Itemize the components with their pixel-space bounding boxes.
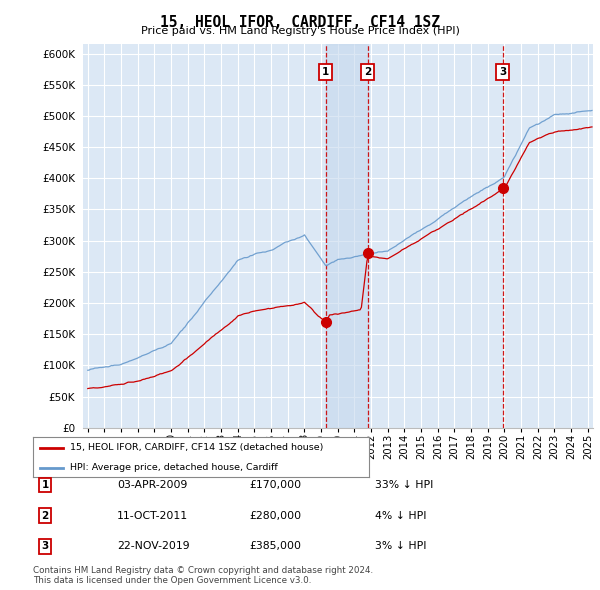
Text: Contains HM Land Registry data © Crown copyright and database right 2024.
This d: Contains HM Land Registry data © Crown c…: [33, 566, 373, 585]
Text: 33% ↓ HPI: 33% ↓ HPI: [375, 480, 433, 490]
Text: 11-OCT-2011: 11-OCT-2011: [117, 511, 188, 520]
Text: 1: 1: [41, 480, 49, 490]
Text: 15, HEOL IFOR, CARDIFF, CF14 1SZ (detached house): 15, HEOL IFOR, CARDIFF, CF14 1SZ (detach…: [70, 443, 323, 453]
Text: 3% ↓ HPI: 3% ↓ HPI: [375, 542, 427, 551]
Text: 15, HEOL IFOR, CARDIFF, CF14 1SZ: 15, HEOL IFOR, CARDIFF, CF14 1SZ: [160, 15, 440, 30]
Text: 22-NOV-2019: 22-NOV-2019: [117, 542, 190, 551]
Text: HPI: Average price, detached house, Cardiff: HPI: Average price, detached house, Card…: [70, 463, 278, 473]
Bar: [326, 44, 368, 428]
Text: 03-APR-2009: 03-APR-2009: [117, 480, 187, 490]
Text: 1: 1: [322, 67, 329, 77]
Text: £280,000: £280,000: [249, 511, 301, 520]
Text: £385,000: £385,000: [249, 542, 301, 551]
Text: £170,000: £170,000: [249, 480, 301, 490]
Text: 3: 3: [499, 67, 506, 77]
Text: 3: 3: [41, 542, 49, 551]
Text: Price paid vs. HM Land Registry's House Price Index (HPI): Price paid vs. HM Land Registry's House …: [140, 26, 460, 36]
Text: 2: 2: [364, 67, 371, 77]
Text: 2: 2: [41, 511, 49, 520]
Text: 4% ↓ HPI: 4% ↓ HPI: [375, 511, 427, 520]
